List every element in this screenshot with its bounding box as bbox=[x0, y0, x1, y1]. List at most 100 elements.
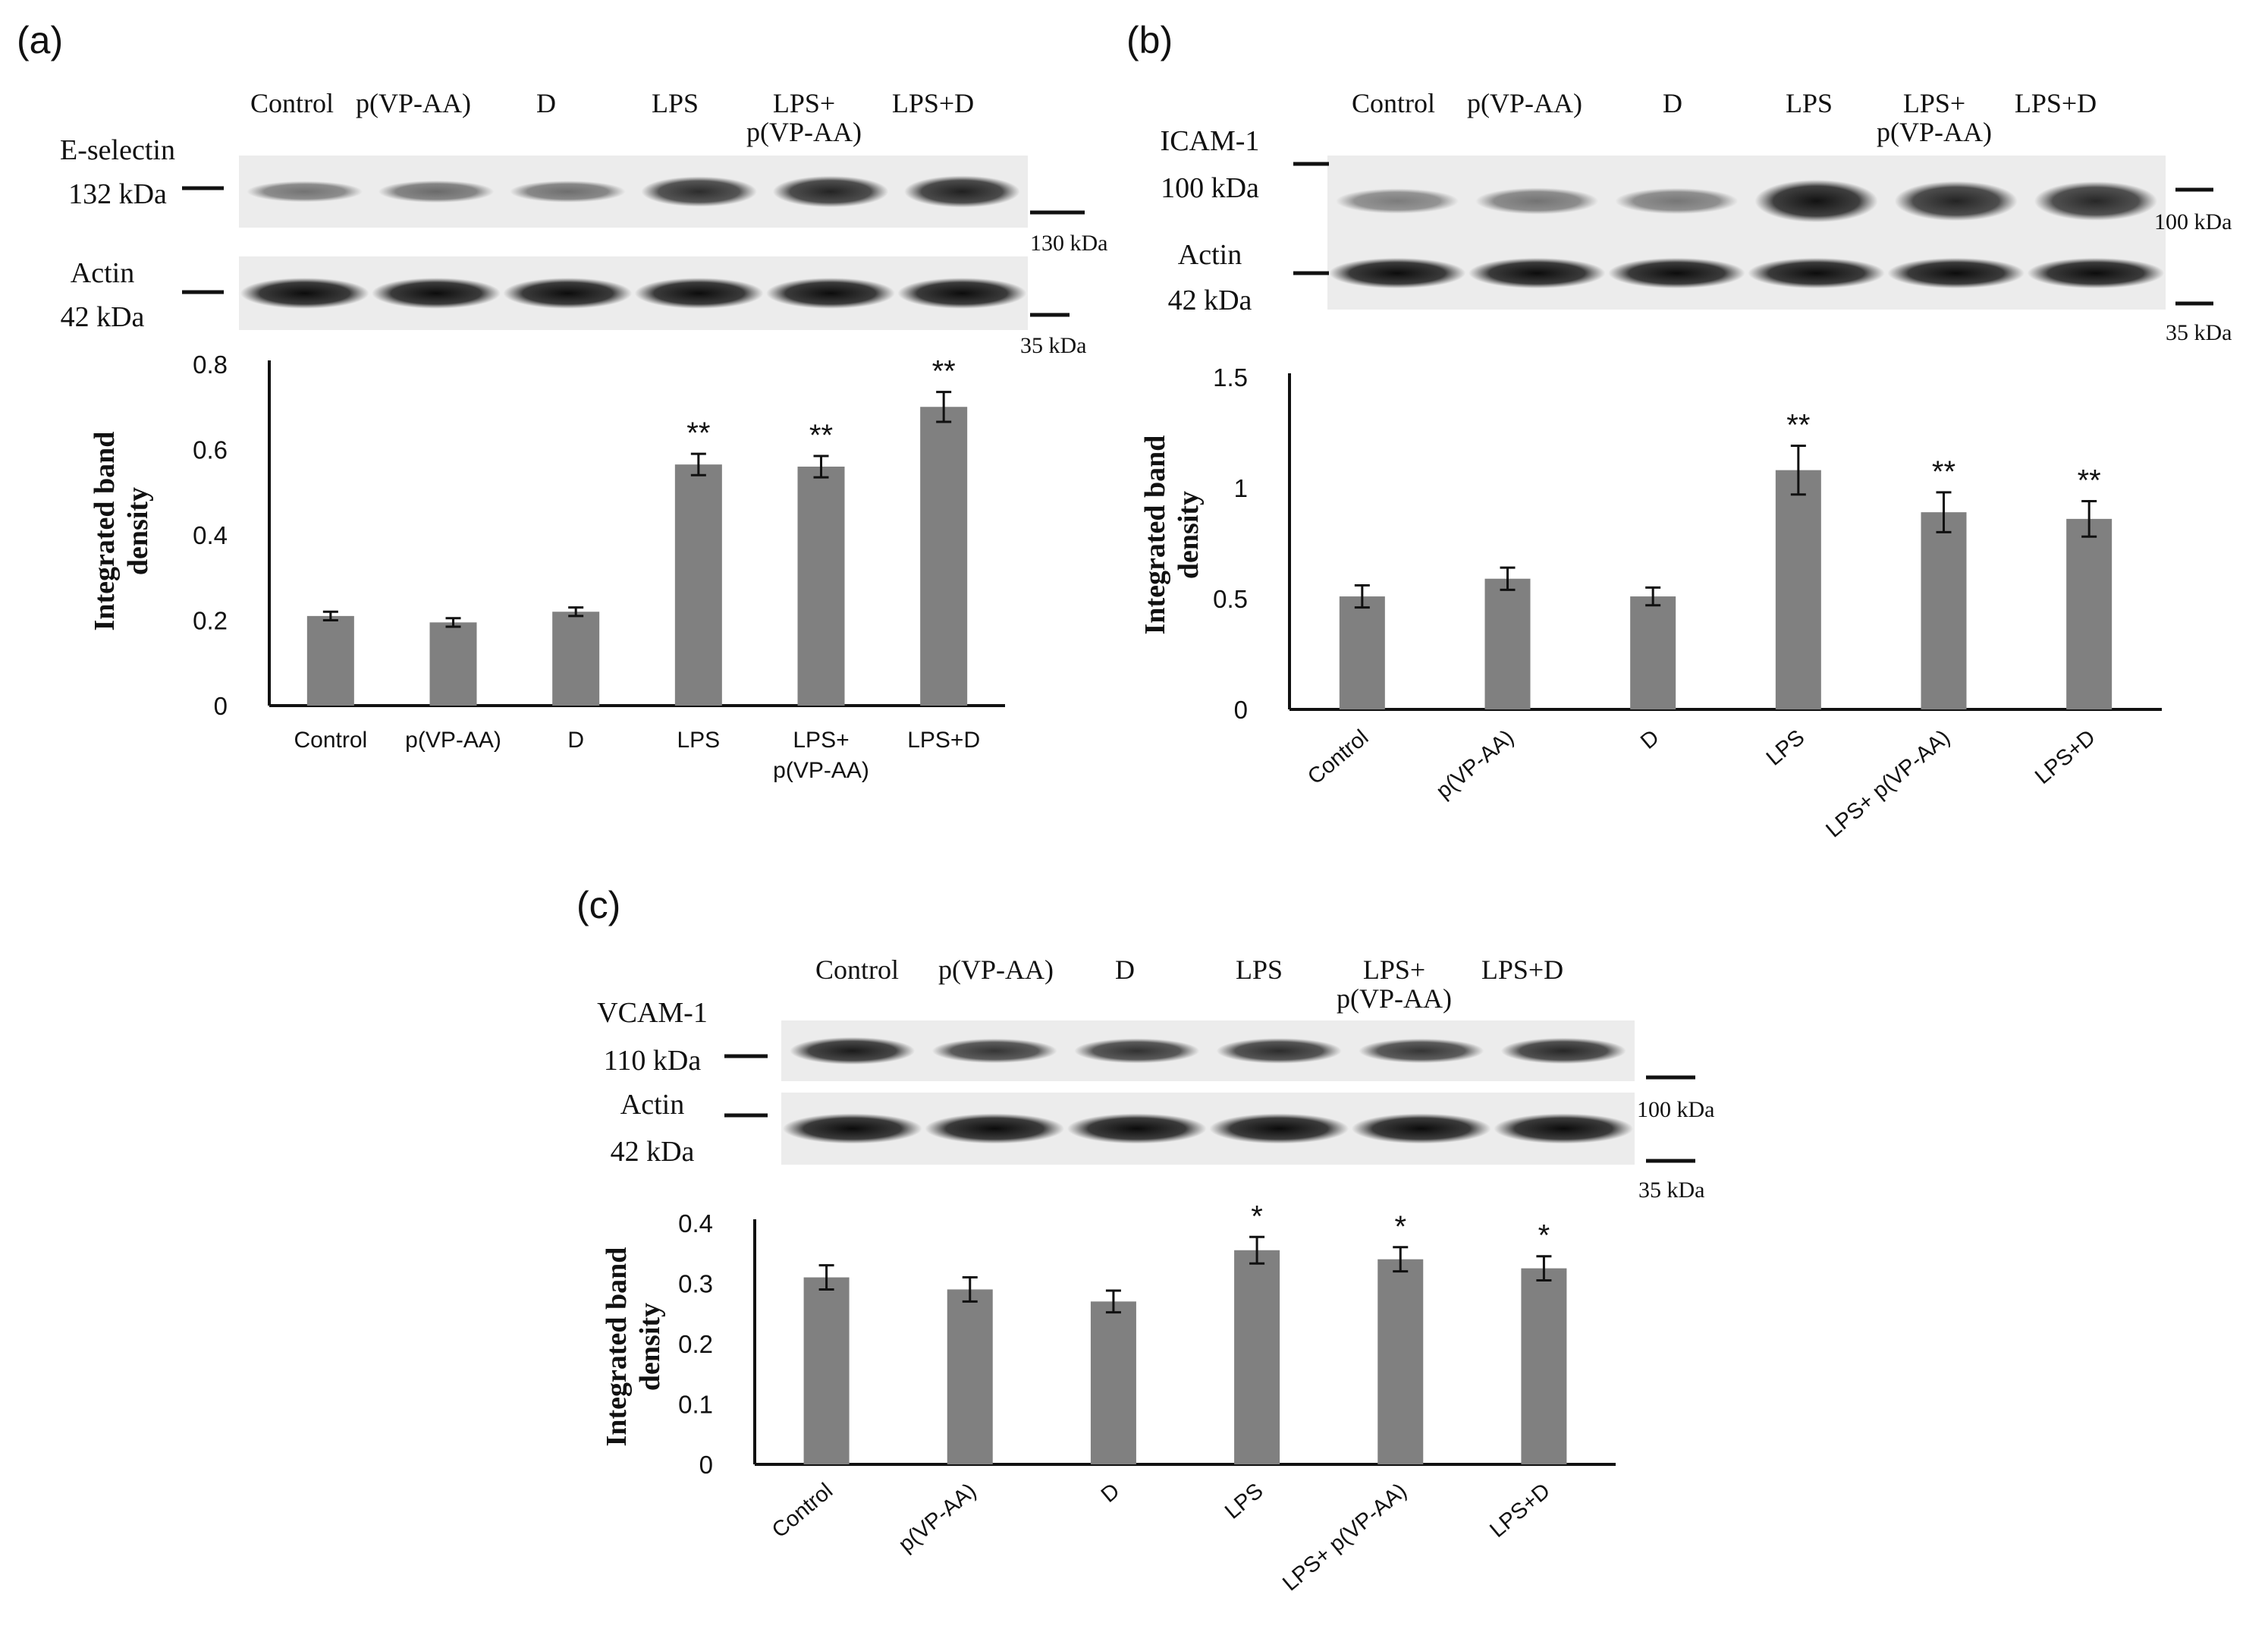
y-tick-label: 0.8 bbox=[193, 351, 228, 379]
loading-protein-label: Actin bbox=[71, 257, 134, 289]
western-blot: Control p(VP-AA) D LPS LPS+ p(VP-AA)LPS+DVCAM… bbox=[597, 954, 1714, 1203]
blot-lane-label: LPS+ p(VP-AA) bbox=[1337, 954, 1452, 1014]
x-tick-label: LPS+D bbox=[2031, 725, 2100, 789]
significance-marker: ** bbox=[809, 419, 833, 452]
target-blot-strip bbox=[239, 156, 1028, 228]
y-axis-label-line: density bbox=[634, 1303, 666, 1391]
actin-band bbox=[766, 278, 895, 309]
bar bbox=[920, 407, 968, 706]
target-band bbox=[772, 175, 889, 208]
significance-marker: ** bbox=[686, 417, 710, 450]
target-protein-label: E-selectin bbox=[60, 134, 175, 166]
actin-blot-strip bbox=[781, 1093, 1635, 1165]
x-tick-label: Control bbox=[768, 1479, 837, 1543]
actin-band bbox=[2027, 257, 2165, 289]
bar bbox=[1521, 1268, 1567, 1464]
y-tick-label: 0.1 bbox=[678, 1391, 713, 1419]
blot-lane-label: D bbox=[536, 88, 556, 118]
x-tick-label: LPS bbox=[1220, 1479, 1268, 1524]
blot-lane-label: LPS+D bbox=[892, 88, 974, 118]
blot-lane-label-line: Control bbox=[250, 88, 334, 118]
blot-lane-label: D bbox=[1115, 954, 1135, 985]
actin-band bbox=[1209, 1113, 1349, 1144]
blot-lane-label-line: p(VP-AA) bbox=[1337, 983, 1452, 1014]
target-band bbox=[931, 1038, 1057, 1064]
blot-lane-label-line: LPS+D bbox=[1481, 954, 1563, 985]
target-band bbox=[510, 181, 626, 203]
bar bbox=[1775, 470, 1821, 709]
target-blot-strip bbox=[781, 1020, 1635, 1081]
y-axis-label-line: Integrated band bbox=[89, 432, 121, 631]
blot-lane-label-line: LPS bbox=[1786, 88, 1833, 118]
significance-marker: * bbox=[1394, 1210, 1406, 1244]
target-band bbox=[641, 176, 757, 207]
x-tick-label: LPS bbox=[1762, 725, 1810, 771]
bar bbox=[947, 1289, 993, 1464]
x-tick-label-line: LPS+D bbox=[907, 728, 980, 753]
bar-chart: 0 0.5 1 1.5 Integrated banddensity Control p(V… bbox=[1139, 363, 2162, 842]
blot-lane-label-line: LPS+ bbox=[1363, 954, 1425, 985]
blot-lane-label: p(VP-AA) bbox=[356, 88, 471, 118]
x-tick-label: LPS+ p(VP-AA) bbox=[773, 728, 869, 783]
bar bbox=[429, 622, 477, 706]
actin-blot-strip bbox=[1327, 237, 2166, 310]
x-tick-label: p(VP-AA) bbox=[1432, 725, 1519, 803]
ladder-label-lower: 35 kDa bbox=[2166, 320, 2232, 345]
significance-marker: ** bbox=[932, 355, 956, 388]
actin-band bbox=[1328, 257, 1466, 289]
ladder-label-lower: 35 kDa bbox=[1638, 1178, 1704, 1203]
target-band bbox=[1894, 181, 2018, 222]
x-tick-label-line: LPS bbox=[677, 728, 720, 753]
x-tick-label: LPS+ p(VP-AA) bbox=[1278, 1479, 1412, 1596]
blot-lane-label: LPS bbox=[1786, 88, 1833, 118]
blot-lane-label: D bbox=[1663, 88, 1682, 118]
target-band bbox=[1754, 179, 1878, 223]
x-tick-label-line: p(VP-AA) bbox=[405, 728, 501, 753]
target-band bbox=[1475, 187, 1599, 215]
x-tick-label: p(VP-AA) bbox=[894, 1479, 981, 1557]
significance-marker: * bbox=[1251, 1200, 1263, 1233]
blot-lane-label-line: p(VP-AA) bbox=[356, 88, 471, 118]
blot-lane-label-line: LPS+ bbox=[773, 88, 835, 118]
y-tick-label: 0.2 bbox=[678, 1330, 713, 1358]
bar bbox=[803, 1277, 850, 1464]
x-tick-label: Control bbox=[1303, 725, 1373, 790]
target-kda-label: 132 kDa bbox=[68, 178, 167, 210]
western-blot: Control p(VP-AA) D LPS LPS+ p(VP-AA)LPS+DE-se… bbox=[60, 88, 1107, 358]
blot-lane-label-line: D bbox=[1663, 88, 1682, 118]
blot-lane-label-line: D bbox=[536, 88, 556, 118]
blot-lane-label: LPS bbox=[1236, 954, 1283, 985]
y-axis-label-line: Integrated band bbox=[601, 1247, 633, 1447]
target-kda-label: 110 kDa bbox=[604, 1045, 702, 1077]
blot-lane-label: LPS+D bbox=[2015, 88, 2097, 118]
bar bbox=[306, 615, 354, 706]
ladder-label-lower: 35 kDa bbox=[1020, 333, 1086, 358]
ladder-label-upper: 130 kDa bbox=[1030, 231, 1107, 256]
target-band bbox=[790, 1036, 916, 1065]
actin-band bbox=[1887, 257, 2025, 289]
target-band bbox=[1216, 1038, 1342, 1064]
x-tick-label-line: Control bbox=[294, 728, 367, 753]
y-axis-label-line: density bbox=[1173, 491, 1205, 579]
actin-band bbox=[1066, 1113, 1207, 1144]
panel-letter: (a) bbox=[17, 19, 63, 61]
blot-lane-label: Control bbox=[815, 954, 899, 985]
y-tick-label: 1 bbox=[1234, 474, 1248, 502]
blot-lane-label: LPS+ p(VP-AA) bbox=[746, 88, 862, 147]
target-protein-label: ICAM-1 bbox=[1161, 125, 1260, 157]
blot-lane-label-line: LPS bbox=[1236, 954, 1283, 985]
loading-kda-label: 42 kDa bbox=[61, 301, 145, 333]
bar bbox=[1090, 1301, 1136, 1464]
actin-blot-strip bbox=[239, 256, 1028, 330]
y-tick-label: 0.4 bbox=[193, 521, 228, 549]
loading-kda-label: 42 kDa bbox=[1168, 285, 1252, 316]
actin-band bbox=[925, 1113, 1065, 1144]
y-tick-label: 1.5 bbox=[1213, 363, 1248, 392]
blot-lane-label: p(VP-AA) bbox=[938, 954, 1054, 985]
actin-band bbox=[897, 278, 1027, 309]
y-tick-label: 0.3 bbox=[678, 1270, 713, 1298]
x-tick-label: Control bbox=[294, 728, 367, 753]
target-band bbox=[1615, 187, 1739, 215]
blot-lane-label: Control bbox=[250, 88, 334, 118]
target-band bbox=[904, 175, 1020, 208]
